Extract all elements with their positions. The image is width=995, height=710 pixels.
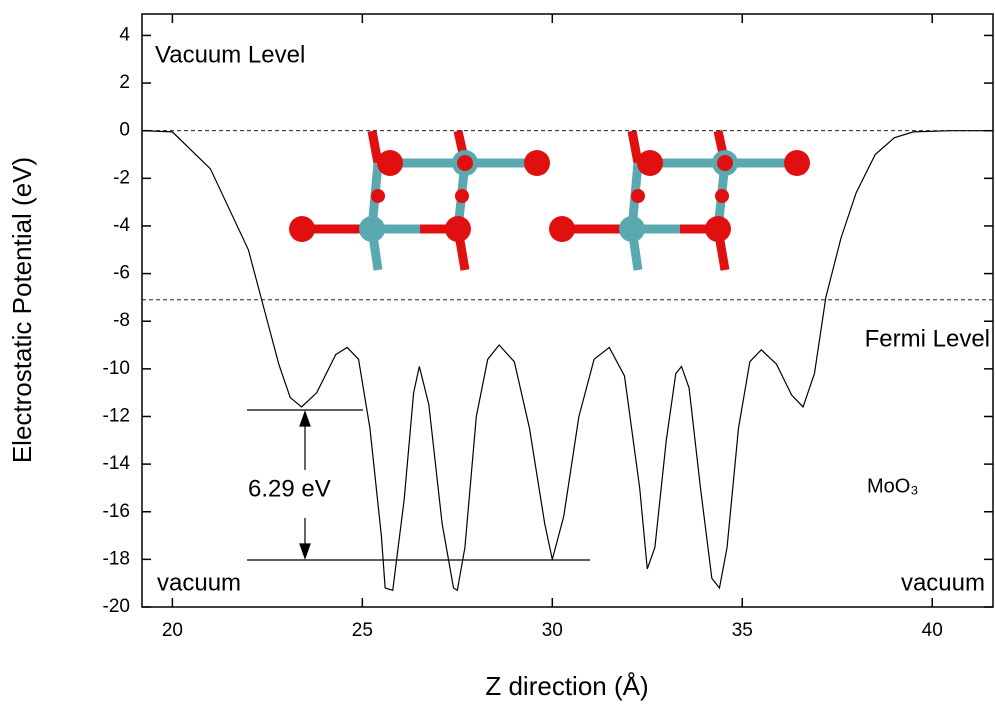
y-tick-label: -4 xyxy=(113,215,130,236)
annotation: vacuum xyxy=(901,569,985,596)
annotation: Vacuum Level xyxy=(155,41,305,68)
annotation: Fermi Level xyxy=(865,325,990,352)
x-tick-label: 35 xyxy=(732,620,753,641)
y-tick-label: -20 xyxy=(103,596,130,617)
y-tick-label: -12 xyxy=(103,405,130,426)
y-tick-label: -8 xyxy=(113,310,130,331)
chart: Vacuum Level Fermi Level vacuum vacuum 6… xyxy=(0,0,995,705)
annotation: MoO₃ xyxy=(867,475,918,497)
x-tick-label: 20 xyxy=(162,620,183,641)
y-tick-label: -14 xyxy=(103,453,131,474)
x-tick-label: 30 xyxy=(542,620,563,641)
x-tick-label: 40 xyxy=(922,620,943,641)
y-tick-label: 0 xyxy=(119,120,130,141)
x-tick-label: 25 xyxy=(352,620,373,641)
y-tick-label: 2 xyxy=(119,72,130,93)
y-axis-title: Electrostatic Potential (eV) xyxy=(7,157,37,463)
annotation: vacuum xyxy=(157,569,241,596)
crystal-structure xyxy=(289,131,810,270)
y-tick-label: -2 xyxy=(113,167,130,188)
plot-frame xyxy=(142,14,993,607)
y-tick-label: -6 xyxy=(113,263,130,284)
y-tick-label: -16 xyxy=(103,501,130,522)
y-tick-label: 4 xyxy=(119,24,130,45)
annotation: 6.29 eV xyxy=(248,475,331,502)
y-tick-label: -10 xyxy=(103,358,130,379)
x-axis-title: Z direction (Å) xyxy=(485,671,648,701)
data-line xyxy=(142,131,993,591)
y-tick-label: -18 xyxy=(103,548,130,569)
